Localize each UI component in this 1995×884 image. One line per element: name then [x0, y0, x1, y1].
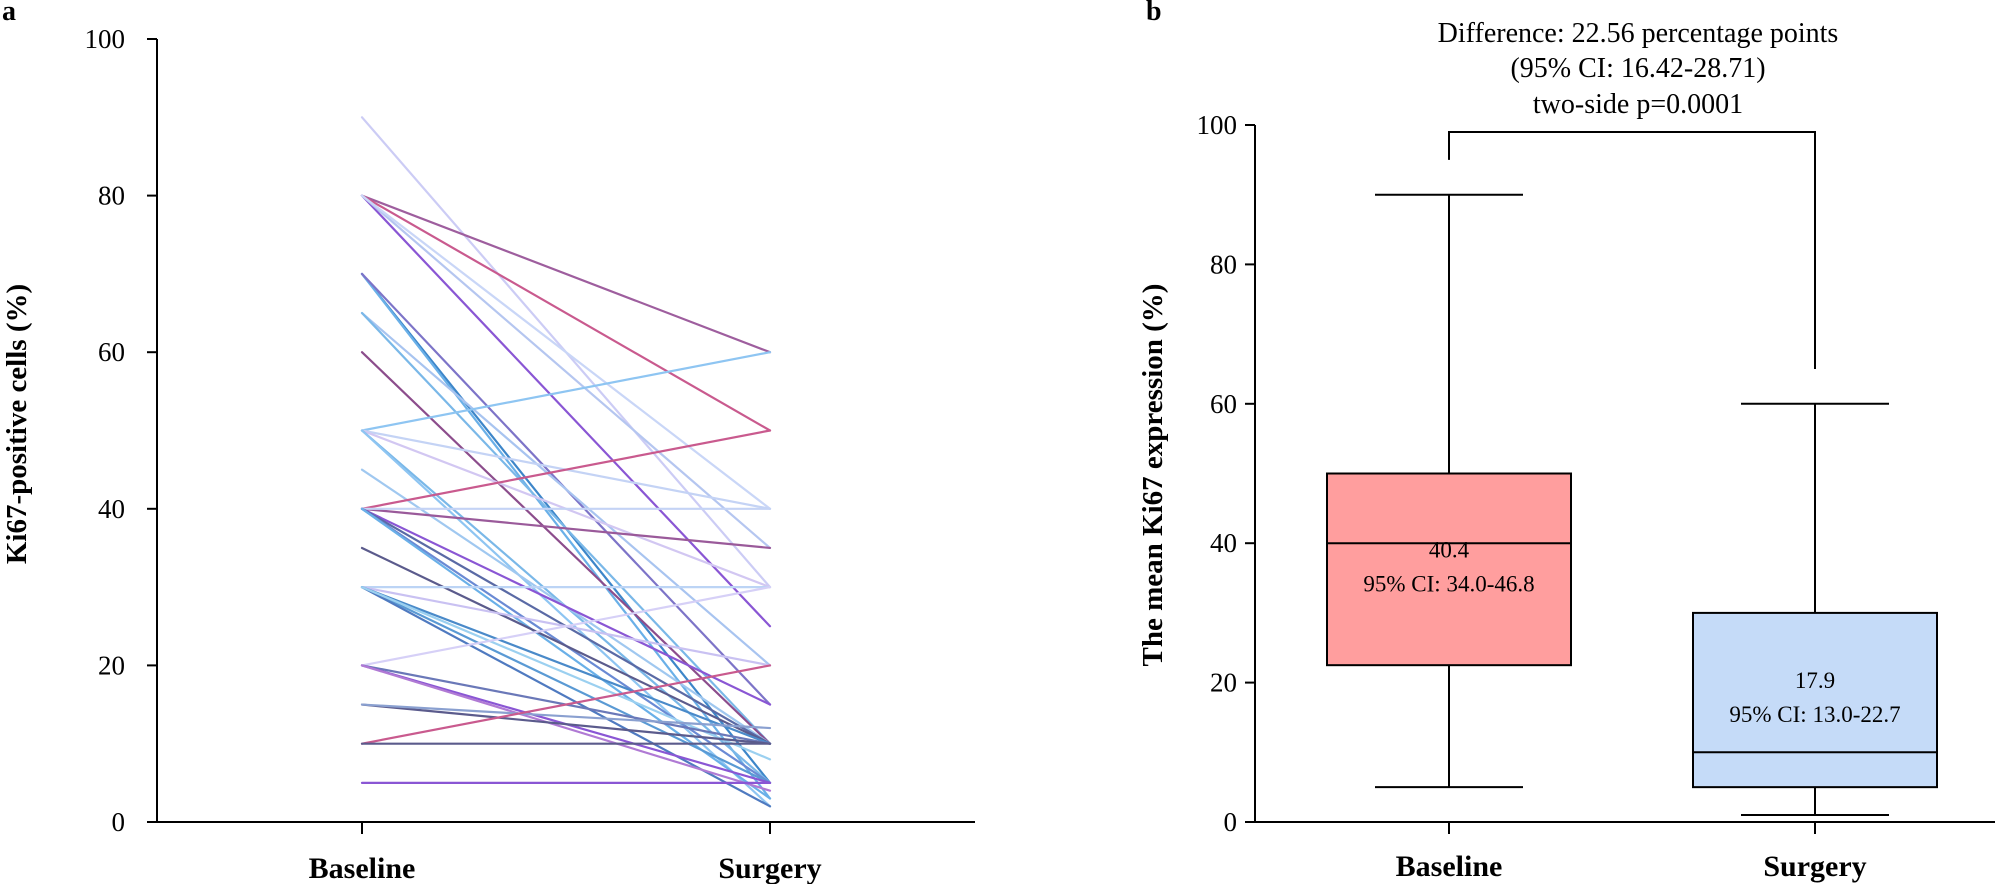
panel-a-series-line-36: [360, 664, 772, 792]
panel-a-y-axis-label: Ki67-positive cells (%): [1, 284, 33, 564]
panel-a-x-tick-label: Surgery: [718, 852, 821, 884]
panel-a-y-tick-label: 40: [98, 494, 125, 524]
panel-b-y-tick-label: 80: [1210, 249, 1237, 279]
significance-bracket: [1448, 130, 1816, 369]
panel-b-y-tick-label: 0: [1224, 807, 1238, 837]
panel-a-label: a: [2, 0, 16, 27]
panel-a: a Ki67-positive cells (%) 0 20 40 60 80 100 B…: [1, 0, 975, 884]
panel-b-x-tick-label: Baseline: [1396, 850, 1503, 883]
panel-a-y-tick-label: 100: [85, 24, 126, 54]
panel-a-series-line-39: [360, 664, 772, 745]
panel-a-y-ticks: 0 20 40 60 80 100: [85, 24, 157, 837]
panel-b-axes: [1254, 125, 1995, 823]
panel-a-series-line-13: [360, 351, 772, 432]
panel-b-y-tick-label: 100: [1197, 110, 1238, 140]
panel-a-series-line-31: [360, 585, 772, 808]
panel-a-series-line-10: [360, 311, 772, 667]
panel-b-boxes: 40.4 95% CI: 34.0-46.8 17.9 95% CI: 13.0-22…: [1326, 193, 1938, 817]
panel-a-series-line-30: [360, 585, 772, 784]
panel-a-series-line-20: [360, 507, 772, 550]
surgery-mean-label: 17.9: [1795, 668, 1835, 693]
panel-a-series-line-3: [360, 194, 772, 432]
panel-a-series-line-37: [360, 703, 772, 745]
panel-a-series-line-6: [360, 194, 772, 510]
significance-bracket-line: [1448, 130, 1816, 369]
panel-a-series-line-29: [360, 585, 772, 745]
panel-b-y-ticks: 0 20 40 60 80 100: [1197, 110, 1255, 837]
panel-a-series-line-26: [360, 546, 772, 745]
panel-a-axes: [156, 39, 975, 823]
panel-a-x-ticks: Baseline Surgery: [309, 822, 822, 884]
panel-a-x-tick-label: Baseline: [309, 852, 416, 884]
panel-a-series-line-5: [360, 194, 772, 550]
panel-a-y-tick-label: 80: [98, 181, 125, 211]
ci-annotation: (95% CI: 16.42-28.71): [1510, 53, 1765, 84]
baseline-box: [1326, 472, 1572, 667]
panel-b-label: b: [1146, 0, 1162, 27]
panel-a-y-tick-label: 20: [98, 650, 125, 680]
panel-b-y-axis-label: The mean Ki67 expression (%): [1137, 284, 1169, 667]
panel-a-y-tick-label: 0: [112, 807, 126, 837]
panel-a-series-line-4: [360, 194, 772, 628]
panel-a-series-line-17: [360, 429, 772, 808]
panel-b-y-tick-label: 40: [1210, 528, 1237, 558]
panel-a-y-tick-label: 60: [98, 337, 125, 367]
panel-a-series-line-19: [360, 429, 772, 510]
panel-a-series-lines: [360, 116, 772, 808]
panel-a-series-line-38: [360, 703, 772, 730]
p-value-annotation: two-side p=0.0001: [1533, 89, 1743, 120]
baseline-mean-label: 40.4: [1429, 537, 1470, 562]
difference-annotation: Difference: 22.56 percentage points: [1438, 18, 1839, 49]
panel-b-y-tick-label: 20: [1210, 668, 1237, 698]
panel-a-series-line-22: [360, 507, 772, 706]
panel-b-y-tick-label: 60: [1210, 389, 1237, 419]
baseline-ci-label: 95% CI: 34.0-46.8: [1363, 571, 1534, 596]
panel-a-series-line-33: [360, 585, 772, 667]
surgery-box: [1692, 611, 1938, 789]
panel-b: b The mean Ki67 expression (%) Differenc…: [1137, 0, 1995, 883]
panel-a-series-line-2: [360, 194, 772, 354]
panel-b-x-ticks: Baseline Surgery: [1396, 822, 1867, 883]
surgery-ci-label: 95% CI: 13.0-22.7: [1729, 702, 1900, 727]
panel-b-x-tick-label: Surgery: [1763, 850, 1866, 883]
